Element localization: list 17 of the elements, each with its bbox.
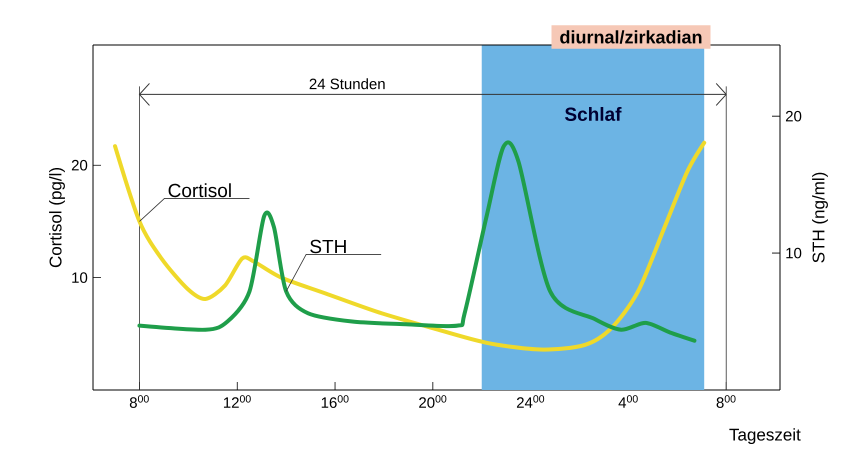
series-label: STH — [310, 240, 346, 254]
band-label: Schlaf — [565, 107, 622, 121]
x-tick-label: 24$^{00}$ — [516, 395, 544, 408]
x-tick-label: 8$^{00}$ — [716, 395, 736, 408]
x-tick-label: 16$^{00}$ — [322, 395, 349, 408]
ref-line-label: 24 Stunden — [310, 78, 385, 90]
y2-axis-title: STH (ng/ml) — [812, 172, 828, 263]
x-axis-title: Tageszeit — [729, 428, 801, 444]
x-tick-label: 12$^{00}$ — [224, 395, 251, 408]
y-axis-title: Cortisol (pg/l) — [49, 168, 65, 268]
y2-tick-label: 10 — [786, 248, 802, 258]
y2-tick-label: 20 — [786, 110, 802, 122]
x-tick-label: 20$^{00}$ — [419, 395, 446, 408]
x-tick-label: 4$^{00}$ — [618, 395, 638, 408]
series-label: Cortisol — [168, 183, 231, 198]
chart-title: diurnal/zirkadian — [560, 30, 702, 44]
x-tick-label: 8$^{00}$ — [130, 395, 149, 408]
